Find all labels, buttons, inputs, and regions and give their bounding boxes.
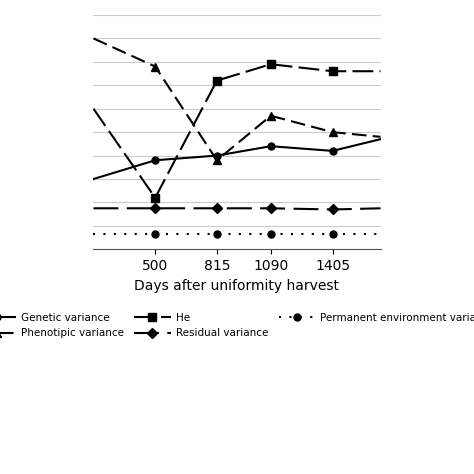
- X-axis label: Days after uniformity harvest: Days after uniformity harvest: [135, 279, 339, 292]
- Legend: Genetic variance, Phenotipic variance, He, Residual variance, Permanent environm: Genetic variance, Phenotipic variance, H…: [0, 309, 474, 343]
